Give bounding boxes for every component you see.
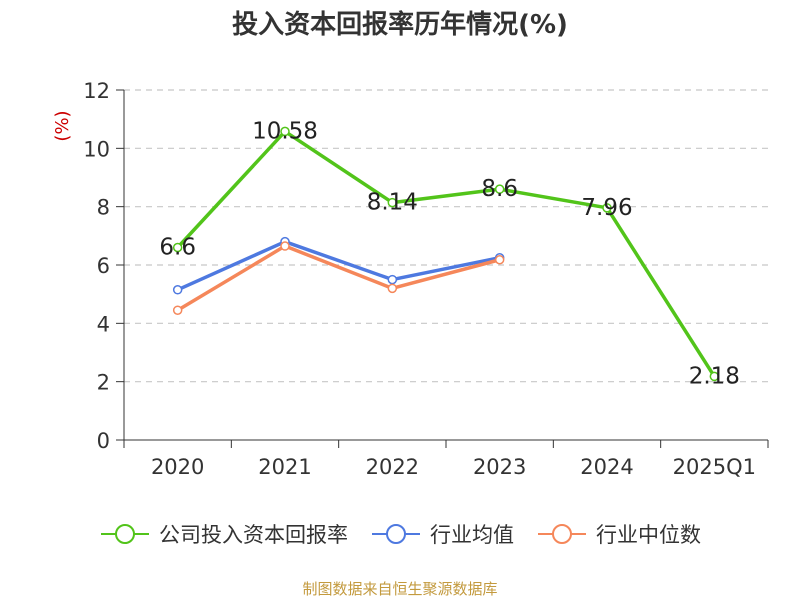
y-tick-label-2: 2 — [97, 371, 110, 395]
y-tick-label-8: 8 — [97, 196, 110, 220]
legend-item-industry-median[interactable]: 行业中位数 — [536, 519, 701, 549]
point-series0-2025Q1[interactable] — [709, 371, 720, 382]
point-series1-2020[interactable] — [172, 285, 183, 295]
x-tick-label-2024: 2024 — [580, 455, 633, 479]
legend-label-industry-median: 行业中位数 — [596, 523, 701, 547]
y-axis-unit-label: (%) — [52, 110, 73, 141]
point-series0-2020[interactable] — [172, 242, 183, 253]
legend-item-industry-mean[interactable]: 行业均值 — [370, 519, 514, 549]
point-series2-2022[interactable] — [387, 283, 398, 294]
x-tick-label-2025Q1: 2025Q1 — [673, 455, 756, 479]
point-series0-2024[interactable] — [602, 203, 612, 213]
data-label-2024: 7.96 — [581, 195, 632, 221]
chart-title: 投入资本回报率历年情况(%) — [232, 10, 568, 40]
y-tick-label-4: 4 — [97, 312, 110, 336]
y-tick-label-10: 10 — [83, 137, 110, 161]
point-series2-2023[interactable] — [494, 255, 505, 265]
legend-marker-industry-median — [538, 524, 586, 544]
legend: 公司投入资本回报率 行业均值 行业中位数 — [0, 519, 800, 549]
data-label-2023: 8.6 — [481, 176, 518, 202]
x-tick-label-2022: 2022 — [366, 455, 419, 479]
point-series0-2021[interactable] — [280, 126, 290, 137]
series-line-1 — [176, 239, 501, 292]
x-tick-label-2020: 2020 — [151, 455, 204, 479]
legend-label-company: 公司投入资本回报率 — [159, 523, 348, 547]
series-line-2 — [176, 244, 501, 312]
y-tick-label-6: 6 — [97, 254, 110, 278]
legend-item-company[interactable]: 公司投入资本回报率 — [99, 519, 348, 549]
point-series1-2022[interactable] — [387, 274, 398, 285]
legend-marker-company — [101, 524, 149, 544]
data-label-2021: 10.58 — [252, 118, 318, 144]
point-series2-2020[interactable] — [172, 305, 183, 315]
data-label-2022: 8.14 — [367, 190, 418, 216]
legend-label-industry-mean: 行业均值 — [430, 523, 514, 547]
y-tick-label-12: 12 — [83, 79, 110, 103]
point-series0-2023[interactable] — [494, 184, 505, 194]
series-line-0 — [176, 129, 716, 378]
source-note: 制图数据来自恒生聚源数据库 — [302, 580, 498, 598]
legend-marker-industry-mean — [372, 524, 420, 544]
data-label-2025Q1: 2.18 — [689, 363, 740, 389]
data-label-2020: 6.6 — [159, 235, 196, 261]
point-series2-2021[interactable] — [280, 241, 290, 251]
y-tick-label-0: 0 — [97, 429, 110, 453]
point-series0-2022[interactable] — [387, 197, 398, 208]
x-tick-label-2023: 2023 — [473, 455, 526, 479]
x-tick-label-2021: 2021 — [258, 455, 311, 479]
